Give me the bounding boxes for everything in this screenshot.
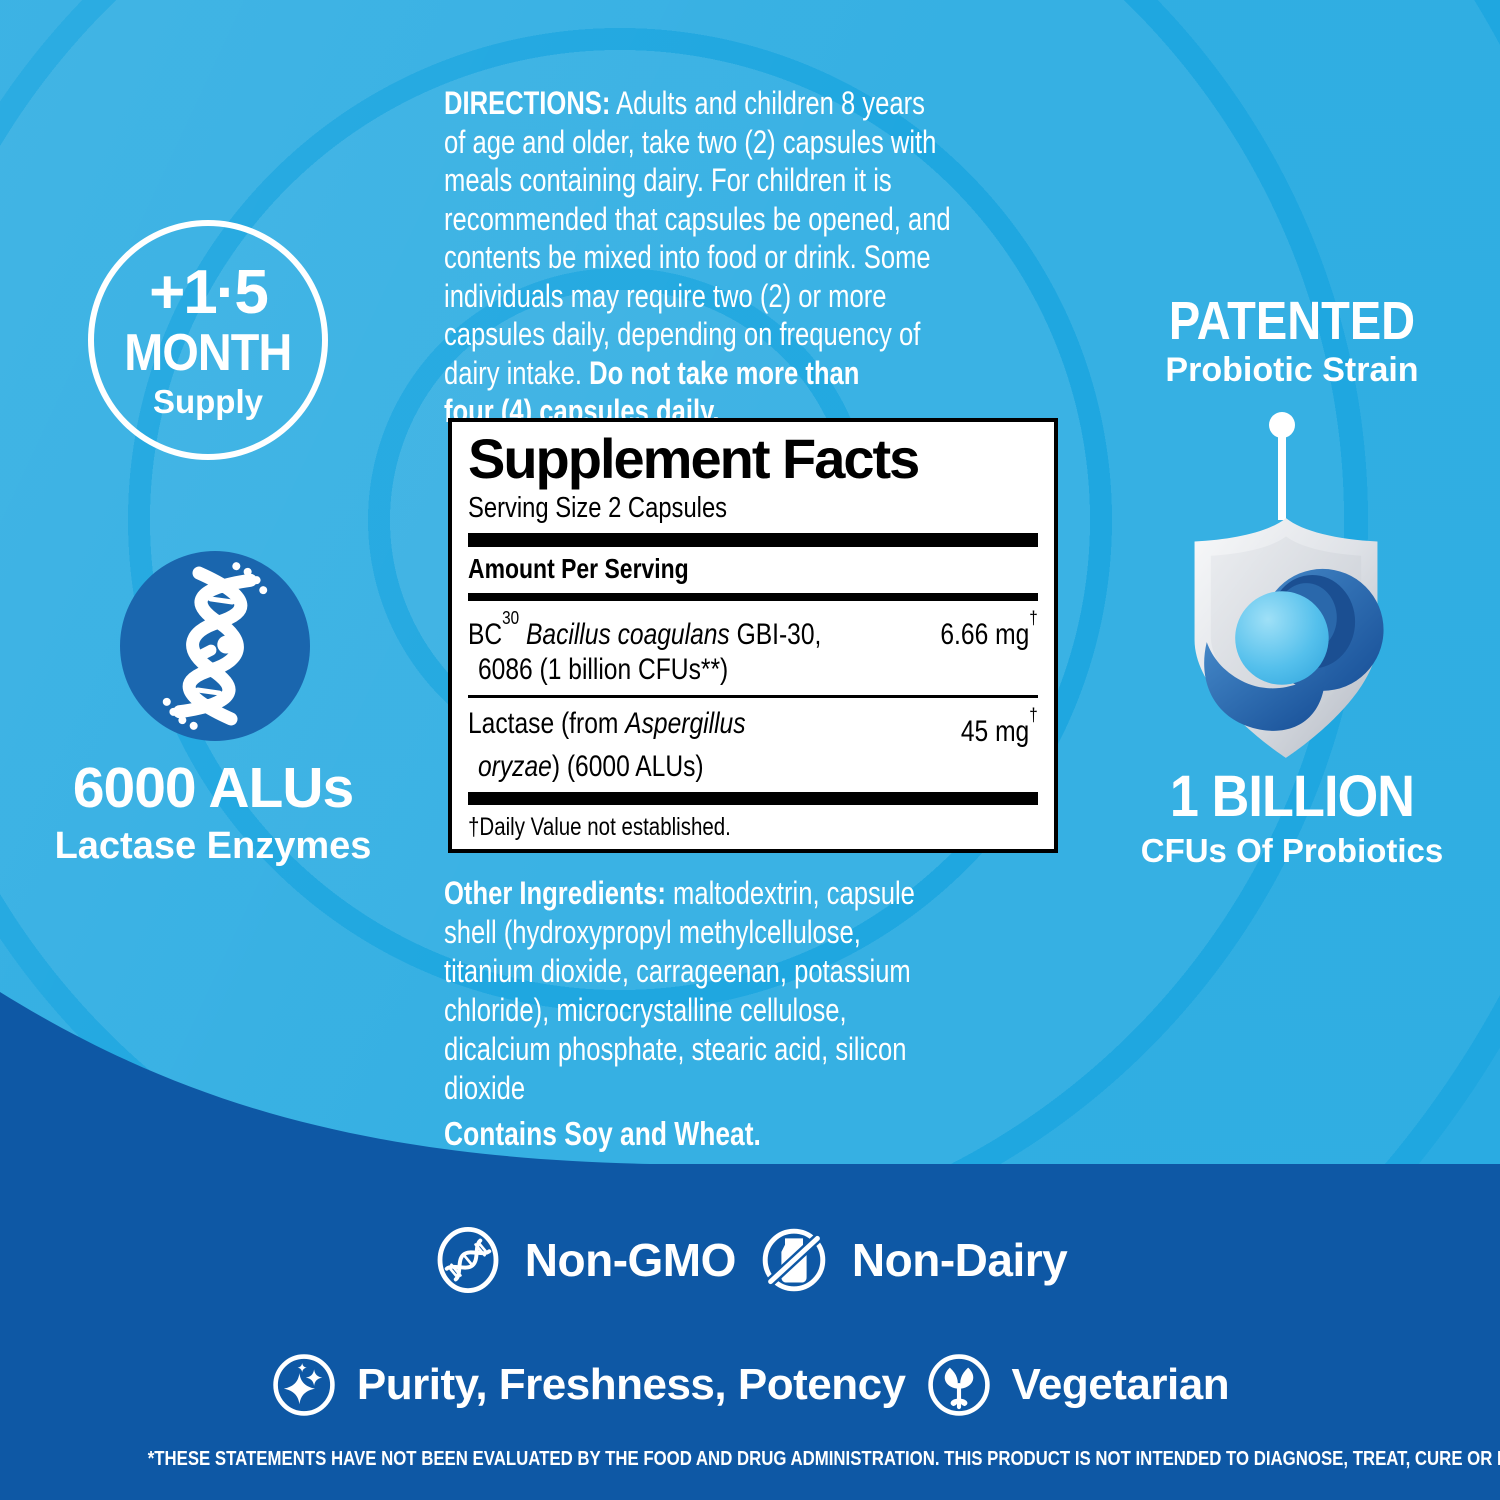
supply-unit: MONTH [124,324,292,382]
divider-hairline [468,694,1038,698]
pin-line [1278,432,1286,520]
feature-badge-row-2: Purity, Freshness, Potency Vegetarian [0,1352,1500,1418]
lactase-alu-label: Lactase Enzymes [54,825,372,867]
ingredient-row: Lactase (from Aspergillus 45 mg† [468,704,1038,749]
ingredient-row: BC30 Bacillus coagulans GBI-30, 6.66 mg† [468,607,1038,652]
lactase-enzyme-badge [120,551,310,741]
vegetarian-label: Vegetarian [1011,1360,1230,1409]
billion-value: 1 BILLION [1169,764,1415,829]
lactase-alu-value: 6000 ALUs [72,756,354,820]
seedling-icon [927,1354,990,1416]
probiotic-shield-graphic [1174,512,1398,769]
patented-subtitle: Probiotic Strain [1165,351,1419,389]
supply-badge: +1·5 MONTH Supply [88,220,328,460]
ingredient-name: BC30 Bacillus coagulans GBI-30, [468,607,822,651]
directions-paragraph: DIRECTIONS: Adults and children 8 years … [444,84,1100,431]
other-ingredients-body: maltodextrin, capsule shell (hydroxyprop… [444,875,915,1106]
ingredient-name-line2: 6086 (1 billion CFUs**) [478,652,729,686]
no-milk-bottle-icon [762,1228,826,1292]
fda-disclaimer-text: *THESE STATEMENTS HAVE NOT BEEN EVALUATE… [147,1448,1500,1470]
probiotic-shell-front [1204,642,1326,731]
divider-thick [468,791,1038,805]
supplement-facts-panel: Supplement Facts Serving Size 2 Capsules… [448,418,1058,854]
dna-oval-icon [437,1226,499,1294]
ingredient-amount: 45 mg† [961,704,1038,748]
ingredient-name-line2: oryzae) (6000 ALUs) [478,749,704,783]
divider-thick [468,533,1038,547]
daily-value-footnote: †Daily Value not established. [468,812,731,841]
shield-icon [1194,518,1384,758]
directions-body: Adults and children 8 years of age and o… [444,85,951,391]
patented-callout: PATENTED Probiotic Strain [1130,294,1454,387]
directions-heading: DIRECTIONS: [444,85,611,121]
other-ingredients-paragraph: Other Ingredients: maltodextrin, capsule… [444,874,1100,1108]
supply-label: Supply [152,383,263,420]
sparkles-icon [273,1354,335,1416]
ingredient-amount: 6.66 mg† [940,607,1038,651]
ingredient-name: Lactase (from Aspergillus [468,706,746,740]
dna-icon [162,562,268,730]
allergen-statement: Contains Soy and Wheat. [444,1115,761,1152]
supplement-facts-title: Supplement Facts [468,427,920,490]
other-ingredients-heading: Other Ingredients: [444,875,666,911]
fda-disclaimer: *THESE STATEMENTS HAVE NOT BEEN EVALUATE… [0,1448,1500,1471]
serving-size: Serving Size 2 Capsules [468,492,728,525]
divider-medium [468,592,1038,601]
billion-label: CFUs Of Probiotics [1140,832,1444,869]
billion-cfu-callout: 1 BILLION CFUs Of Probiotics [1130,764,1454,869]
purity-freshness-potency-label: Purity, Freshness, Potency [356,1360,906,1409]
non-gmo-label: Non-GMO [524,1234,737,1286]
feature-badge-row-1: Non-GMO Non-Dairy [0,1222,1500,1298]
bottom-band-curve [0,992,1500,1500]
probiotic-sphere [1235,591,1329,685]
non-dairy-label: Non-Dairy [851,1234,1068,1286]
supply-amount: +1·5 [149,258,269,327]
patented-title: PATENTED [1168,291,1416,351]
amount-per-serving-header: Amount Per Serving [468,553,689,584]
